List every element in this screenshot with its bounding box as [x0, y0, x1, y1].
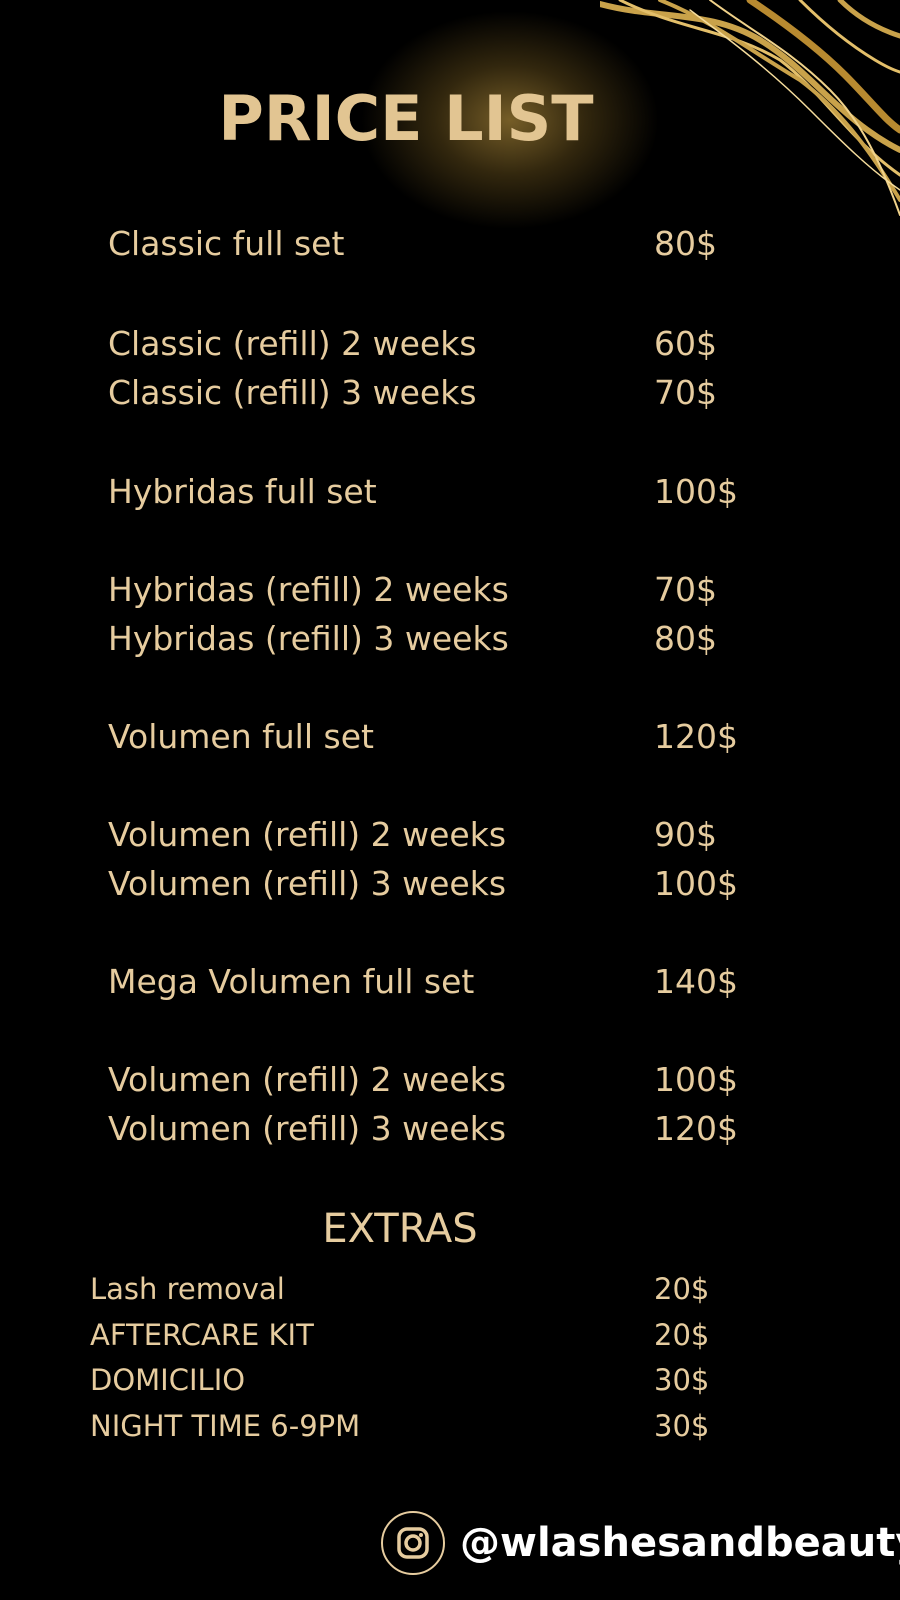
service-name: Volumen (refill) 3 weeks	[108, 1109, 507, 1148]
page-title: PRICE LIST	[218, 82, 594, 155]
extra-name: AFTERCARE KIT	[90, 1318, 314, 1352]
service-row: Classic (refill) 2 weeks 60$	[108, 324, 748, 370]
service-row: Volumen (refill) 2 weeks 90$	[108, 815, 748, 861]
extras-heading: EXTRAS	[322, 1206, 478, 1252]
service-name: Volumen (refill) 2 weeks	[108, 815, 507, 854]
gold-dust-decoration	[360, 10, 660, 230]
service-name: Volumen full set	[108, 717, 374, 756]
service-price: 90$	[654, 815, 717, 854]
service-row: Hybridas (refill) 2 weeks 70$	[108, 570, 748, 616]
service-name: Volumen (refill) 3 weeks	[108, 864, 507, 903]
service-price: 120$	[654, 1109, 738, 1148]
service-name: Classic full set	[108, 224, 345, 263]
service-name: Hybridas full set	[108, 472, 377, 511]
service-row: Mega Volumen full set 140$	[108, 962, 748, 1008]
service-price: 100$	[654, 864, 738, 903]
extra-price: 30$	[654, 1363, 710, 1397]
service-row: Hybridas full set 100$	[108, 472, 748, 518]
service-row: Hybridas (refill) 3 weeks 80$	[108, 619, 748, 665]
service-row: Volumen (refill) 3 weeks 100$	[108, 864, 748, 910]
service-price: 80$	[654, 619, 717, 658]
service-price: 100$	[654, 472, 738, 511]
service-price: 140$	[654, 962, 738, 1001]
extra-row: Lash removal 20$	[90, 1272, 730, 1312]
service-row: Classic (refill) 3 weeks 70$	[108, 373, 748, 419]
extra-price: 20$	[654, 1318, 710, 1352]
gold-marble-decoration	[600, 0, 900, 216]
service-row: Classic full set 80$	[108, 224, 748, 270]
service-price: 70$	[654, 373, 717, 412]
service-name: Volumen (refill) 2 weeks	[108, 1060, 507, 1099]
service-row: Volumen (refill) 2 weeks 100$	[108, 1060, 748, 1106]
service-price: 120$	[654, 717, 738, 756]
extra-price: 30$	[654, 1409, 710, 1443]
extra-row: NIGHT TIME 6-9PM 30$	[90, 1409, 730, 1449]
service-name: Classic (refill) 2 weeks	[108, 324, 477, 363]
service-price: 100$	[654, 1060, 738, 1099]
service-price: 80$	[654, 224, 717, 263]
service-name: Hybridas (refill) 3 weeks	[108, 619, 509, 658]
service-row: Volumen full set 120$	[108, 717, 748, 763]
instagram-icon[interactable]	[380, 1510, 446, 1576]
instagram-handle[interactable]: @wlashesandbeauty	[460, 1520, 900, 1566]
service-name: Hybridas (refill) 2 weeks	[108, 570, 509, 609]
extra-price: 20$	[654, 1272, 710, 1306]
service-name: Classic (refill) 3 weeks	[108, 373, 477, 412]
service-price: 60$	[654, 324, 717, 363]
extra-name: DOMICILIO	[90, 1363, 246, 1397]
extra-row: AFTERCARE KIT 20$	[90, 1318, 730, 1358]
extra-row: DOMICILIO 30$	[90, 1363, 730, 1403]
extra-name: Lash removal	[90, 1272, 285, 1306]
service-price: 70$	[654, 570, 717, 609]
instagram-footer: @wlashesandbeauty	[380, 1510, 900, 1580]
service-row: Volumen (refill) 3 weeks 120$	[108, 1109, 748, 1155]
service-name: Mega Volumen full set	[108, 962, 475, 1001]
extra-name: NIGHT TIME 6-9PM	[90, 1409, 361, 1443]
